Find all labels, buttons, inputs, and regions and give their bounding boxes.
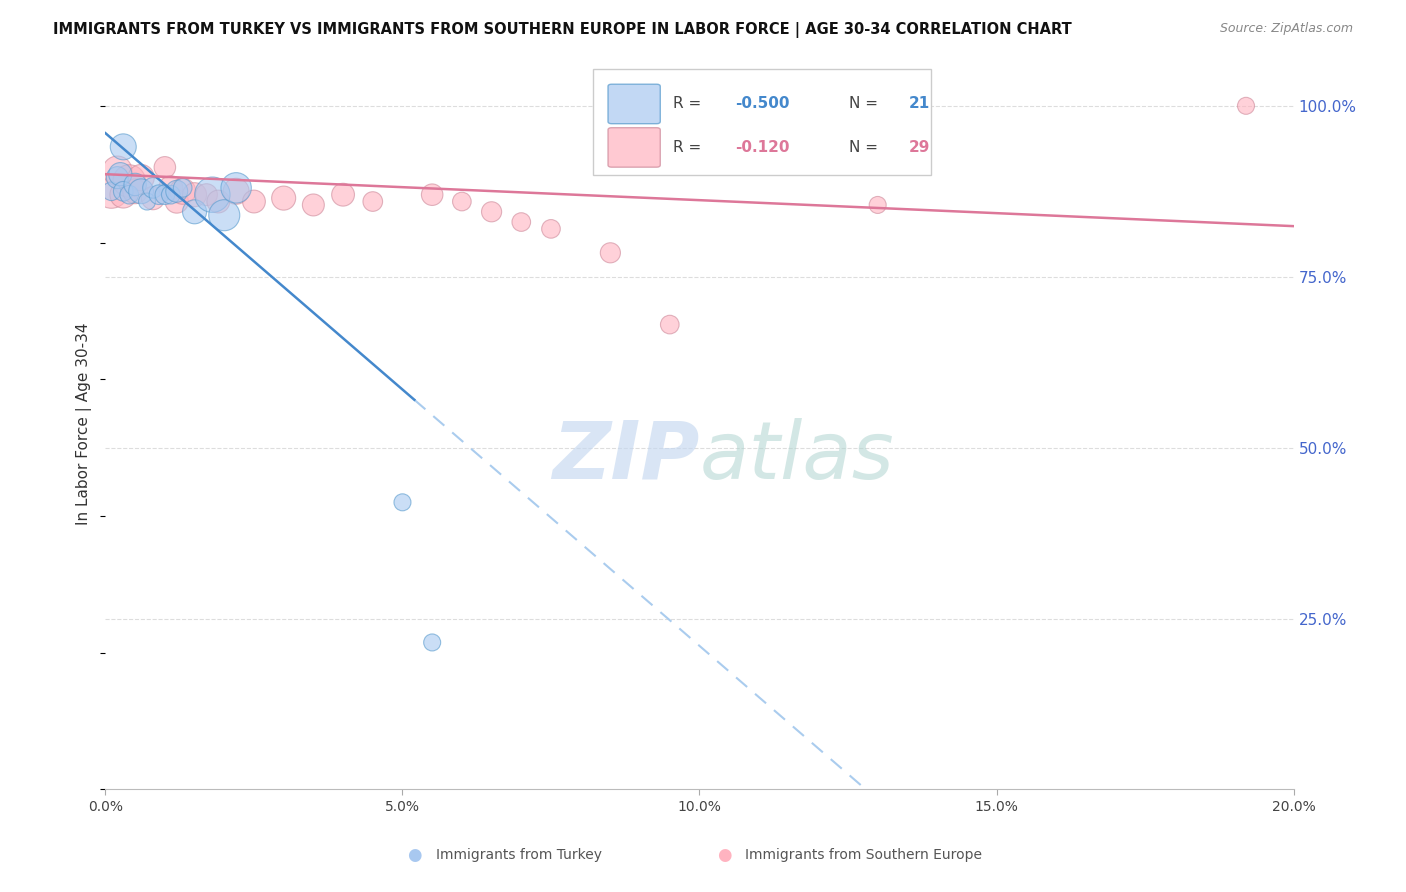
Text: R =: R = xyxy=(673,140,702,155)
Text: 21: 21 xyxy=(908,96,929,112)
Text: IMMIGRANTS FROM TURKEY VS IMMIGRANTS FROM SOUTHERN EUROPE IN LABOR FORCE | AGE 3: IMMIGRANTS FROM TURKEY VS IMMIGRANTS FRO… xyxy=(53,22,1073,38)
Point xyxy=(361,194,384,209)
Point xyxy=(112,184,135,198)
Point xyxy=(100,184,122,198)
Text: 29: 29 xyxy=(908,140,929,155)
Point xyxy=(658,318,681,332)
FancyBboxPatch shape xyxy=(607,84,661,124)
Point xyxy=(148,187,170,202)
Text: N =: N = xyxy=(849,140,879,155)
Text: -0.120: -0.120 xyxy=(735,140,790,155)
Point xyxy=(450,194,472,209)
Point xyxy=(153,161,176,175)
Point xyxy=(136,194,159,209)
Text: ZIP: ZIP xyxy=(553,417,700,496)
Point xyxy=(195,187,218,202)
Point xyxy=(510,215,533,229)
Point xyxy=(273,191,295,205)
Point xyxy=(225,184,247,198)
Point xyxy=(100,184,122,198)
Point xyxy=(302,198,325,212)
Point xyxy=(332,187,354,202)
Point xyxy=(142,181,165,195)
Point xyxy=(166,184,188,198)
Point xyxy=(118,174,141,188)
Point xyxy=(599,245,621,260)
Point xyxy=(481,204,503,219)
Point xyxy=(1234,99,1257,113)
Point xyxy=(866,198,889,212)
Point xyxy=(105,170,128,185)
Point xyxy=(153,187,176,202)
Text: N =: N = xyxy=(849,96,879,112)
Point xyxy=(172,181,194,195)
FancyBboxPatch shape xyxy=(607,128,661,167)
Text: Immigrants from Turkey: Immigrants from Turkey xyxy=(436,847,602,862)
Point xyxy=(112,187,135,202)
Point xyxy=(201,187,224,202)
Point xyxy=(420,635,443,649)
Point xyxy=(172,184,194,198)
Text: ●: ● xyxy=(717,846,731,863)
Text: -0.500: -0.500 xyxy=(735,96,790,112)
Point xyxy=(540,222,562,236)
Point xyxy=(243,194,266,209)
Text: ●: ● xyxy=(408,846,422,863)
Point xyxy=(159,187,181,202)
Point xyxy=(214,208,236,222)
Point xyxy=(129,170,152,185)
Point xyxy=(129,184,152,198)
Point xyxy=(166,194,188,209)
Point xyxy=(112,140,135,154)
Point xyxy=(225,181,247,195)
Point xyxy=(142,191,165,205)
Text: Immigrants from Southern Europe: Immigrants from Southern Europe xyxy=(745,847,983,862)
Y-axis label: In Labor Force | Age 30-34: In Labor Force | Age 30-34 xyxy=(76,322,93,525)
Point xyxy=(391,495,413,509)
Text: atlas: atlas xyxy=(700,417,894,496)
FancyBboxPatch shape xyxy=(592,69,931,175)
Point xyxy=(183,204,205,219)
Point xyxy=(420,187,443,202)
Point xyxy=(105,163,128,178)
Point xyxy=(159,181,181,195)
Point xyxy=(207,194,229,209)
Point xyxy=(183,187,205,202)
Point xyxy=(124,184,146,198)
Point xyxy=(118,187,141,202)
Text: R =: R = xyxy=(673,96,702,112)
Text: Source: ZipAtlas.com: Source: ZipAtlas.com xyxy=(1219,22,1353,36)
Point xyxy=(110,167,132,181)
Point xyxy=(124,178,146,192)
